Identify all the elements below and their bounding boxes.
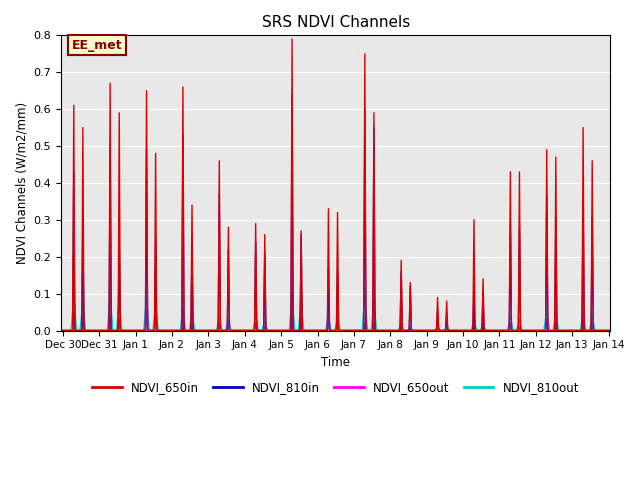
Legend: NDVI_650in, NDVI_810in, NDVI_650out, NDVI_810out: NDVI_650in, NDVI_810in, NDVI_650out, NDV…: [87, 376, 584, 398]
Text: EE_met: EE_met: [72, 38, 123, 52]
Y-axis label: NDVI Channels (W/m2/mm): NDVI Channels (W/m2/mm): [15, 102, 28, 264]
Title: SRS NDVI Channels: SRS NDVI Channels: [262, 15, 410, 30]
X-axis label: Time: Time: [321, 356, 350, 369]
